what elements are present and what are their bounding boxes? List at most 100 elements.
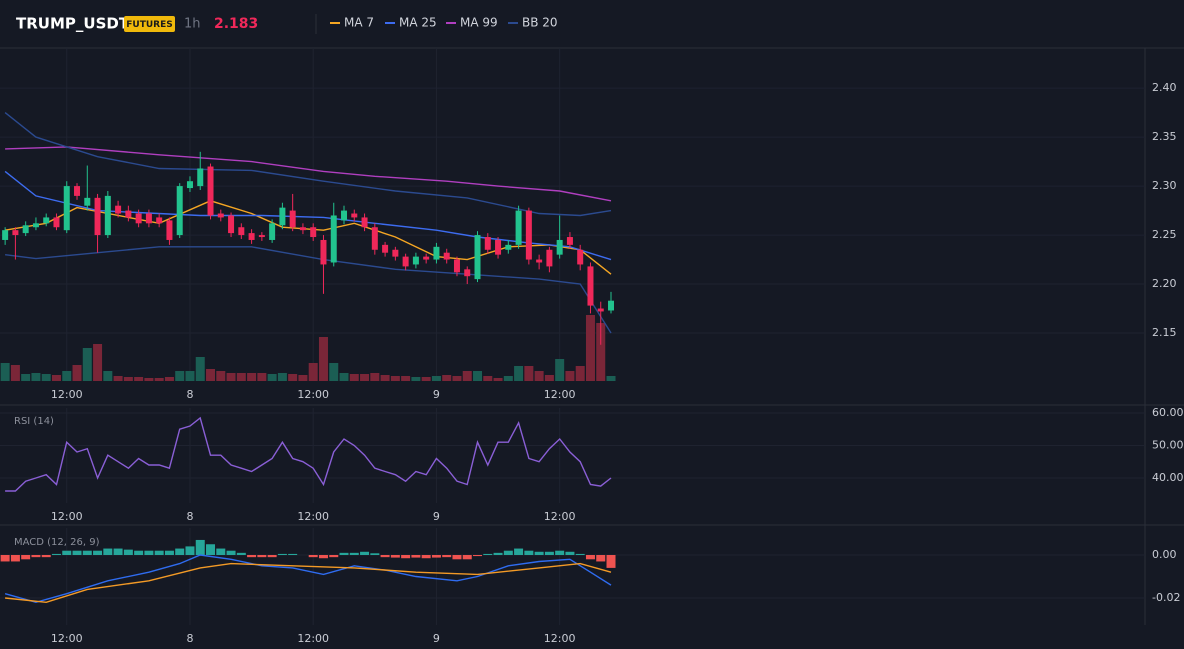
volume-bar: [401, 376, 411, 381]
histogram-bar: [288, 553, 298, 556]
symbol[interactable]: TRUMP_USDT: [16, 15, 130, 33]
x-tick-label: 12:00: [51, 632, 83, 645]
candle-body: [269, 223, 276, 240]
x-tick-label: 8: [186, 510, 193, 523]
candle-body: [433, 246, 440, 260]
volume-bar: [431, 376, 441, 381]
badge-bg: [124, 16, 175, 32]
histogram-bar: [442, 555, 452, 558]
volume-bar: [318, 337, 328, 381]
volume-bar: [483, 376, 493, 381]
candle-body: [515, 210, 522, 245]
histogram-bar: [72, 550, 82, 556]
candle-body: [351, 213, 358, 218]
candle-body: [310, 227, 317, 238]
histogram-bar: [483, 553, 493, 556]
x-tick-label: 12:00: [51, 388, 83, 401]
histogram-bar: [62, 550, 72, 556]
candle-body: [382, 244, 389, 253]
candle-body: [474, 235, 481, 280]
histogram-bar: [267, 555, 277, 558]
candle-body: [453, 259, 460, 273]
volume-bar: [565, 371, 575, 381]
volume-bar: [154, 378, 164, 381]
y-tick-label: 2.15: [1152, 326, 1177, 339]
candle-body: [597, 308, 604, 312]
candle-body: [63, 186, 70, 231]
histogram-bar: [10, 555, 20, 562]
legend-label[interactable]: MA 99: [460, 16, 498, 30]
histogram-bar: [503, 550, 513, 556]
volume-bar: [575, 366, 585, 381]
volume-bar: [390, 376, 400, 381]
pane-title: RSI (14): [14, 416, 54, 427]
x-tick-label: 12:00: [544, 632, 576, 645]
histogram-bar: [431, 555, 441, 558]
volume-bar: [349, 374, 359, 381]
interval[interactable]: 1h: [184, 17, 201, 32]
candle-body: [145, 213, 152, 224]
volume-bar: [606, 376, 616, 381]
volume-bar: [411, 377, 421, 381]
histogram-bar: [175, 548, 185, 556]
line: [4, 554, 612, 604]
histogram-bar: [575, 553, 585, 556]
candle-body: [228, 215, 235, 234]
line: [5, 416, 612, 492]
y-tick-label: 2.40: [1152, 81, 1177, 94]
price: 2.183: [214, 16, 258, 32]
candle-body: [74, 186, 81, 196]
volume-bar: [267, 374, 277, 381]
volume-bar: [134, 377, 144, 381]
volume-bar: [21, 374, 31, 381]
candle-body: [207, 166, 214, 216]
candle-body: [289, 210, 296, 228]
legend-label[interactable]: BB 20: [522, 16, 558, 30]
volume-bar: [503, 376, 513, 381]
x-tick-label: 12:00: [544, 388, 576, 401]
histogram-bar: [401, 555, 411, 559]
legend-label[interactable]: MA 25: [399, 16, 437, 30]
candle-body: [361, 217, 368, 228]
legend-label[interactable]: MA 7: [344, 16, 374, 30]
candle-body: [412, 256, 419, 265]
x-tick-label: 12:00: [297, 510, 329, 523]
pane: [0, 528, 1145, 625]
volume-bar: [41, 374, 51, 381]
histogram-bar: [349, 552, 359, 556]
histogram-bar: [329, 555, 339, 558]
volume-bar: [360, 374, 370, 381]
candle-body: [392, 249, 399, 257]
candle-body: [371, 227, 378, 250]
line: [5, 146, 612, 202]
histogram-bar: [493, 552, 503, 556]
histogram-bar: [164, 550, 174, 556]
band-line: [4, 112, 612, 217]
volume-bar: [51, 375, 61, 381]
candle-body: [525, 210, 532, 260]
volume-bar: [298, 375, 308, 381]
volume-bar: [555, 359, 565, 381]
volume-bar: [206, 369, 216, 381]
candle-body: [484, 237, 491, 250]
histogram-bar: [31, 555, 41, 558]
x-tick-label: 8: [186, 388, 193, 401]
candle-body: [587, 266, 594, 306]
y-tick-label: 2.25: [1152, 228, 1177, 241]
candle-body: [443, 252, 450, 260]
candle-body: [197, 168, 204, 187]
volume-bar: [339, 373, 349, 381]
candle-body: [94, 197, 101, 236]
candle-body: [495, 239, 502, 255]
candle-body: [299, 227, 306, 231]
histogram-bar: [421, 555, 431, 559]
y-tick-label: 0.00: [1152, 548, 1177, 561]
x-tick-label: 9: [433, 632, 440, 645]
candle-body: [22, 225, 29, 234]
histogram-bar: [514, 548, 524, 556]
histogram-bar: [473, 555, 483, 557]
histogram-bar: [236, 552, 246, 556]
volume-bar: [585, 315, 595, 381]
pane-title: MACD (12, 26, 9): [14, 537, 100, 548]
